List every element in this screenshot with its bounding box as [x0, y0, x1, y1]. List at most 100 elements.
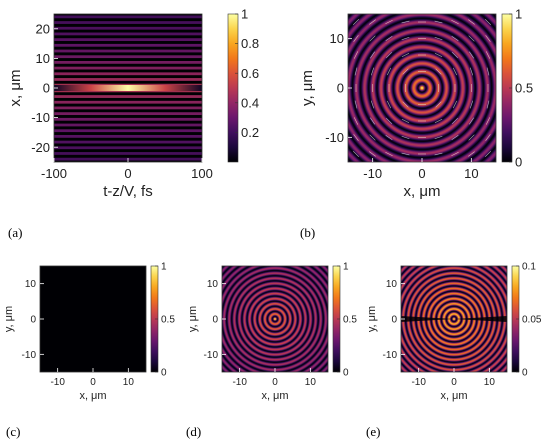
y-tick-label: 10 — [330, 31, 344, 46]
field-arrow — [469, 51, 474, 59]
field-arrow — [369, 35, 376, 42]
x-axis-label: x, μm — [79, 390, 106, 402]
field-arrow — [401, 135, 410, 140]
field-arrow — [401, 118, 410, 124]
y-axis-label: x, μm — [7, 70, 24, 107]
field-arrow — [468, 151, 475, 157]
colorbar-tick-label: 0.1 — [522, 262, 536, 273]
x-tick-label: 0 — [272, 377, 278, 388]
y-tick-label: 0 — [391, 315, 397, 326]
field-arrow — [451, 36, 459, 41]
field-arrow — [434, 152, 443, 156]
field-arrow — [385, 135, 393, 140]
fringe-band — [54, 26, 202, 30]
y-axis-label: y, μm — [187, 306, 199, 332]
field-arrow — [451, 19, 459, 25]
field-arrow — [485, 117, 491, 125]
dark-node-right — [454, 316, 507, 322]
fringe-band — [54, 49, 202, 53]
field-arrow — [385, 117, 393, 125]
x-tick-label: -10 — [50, 377, 65, 388]
colorbar-tick-label: 0.2 — [241, 125, 259, 140]
field-arrow — [434, 20, 443, 24]
colorbar-tick-label: 0 — [343, 368, 349, 379]
colorbar-tick-label: 0 — [161, 368, 167, 379]
fringe-band — [54, 146, 202, 150]
field-arrow — [451, 151, 459, 157]
y-tick-label: 0 — [30, 315, 36, 326]
x-tick-label: -10 — [232, 377, 247, 388]
fringe-band — [54, 32, 202, 36]
field-arrow — [452, 67, 458, 76]
colorbar: 00.51 — [332, 262, 357, 379]
field-arrow — [402, 101, 409, 108]
y-tick-label: -10 — [325, 130, 344, 145]
field-arrow — [434, 52, 443, 58]
fringe-band — [54, 134, 202, 138]
field-arrow — [370, 51, 375, 59]
y-tick-label: -10 — [204, 350, 219, 361]
colorbar-tick-label: 1 — [161, 262, 167, 273]
field-arrow — [468, 19, 475, 25]
y-axis-label: y, μm — [366, 306, 378, 332]
field-arrow — [435, 68, 442, 75]
panel-label: (c) — [6, 424, 20, 439]
field-arrow — [401, 52, 410, 58]
field-arrow — [451, 117, 459, 125]
x-tick-label: 0 — [124, 166, 131, 181]
fringe-band — [54, 66, 202, 70]
field-arrow — [469, 117, 474, 125]
x-tick-label: 10 — [305, 377, 317, 388]
dark-node-left — [401, 316, 454, 322]
field-arrow — [484, 18, 492, 26]
y-tick-label: -10 — [31, 110, 50, 125]
fringe-band — [54, 55, 202, 59]
field-arrow — [485, 35, 491, 42]
colorbar-tick-label: 0.6 — [241, 66, 259, 81]
field-arrow — [354, 100, 358, 109]
field-arrow — [385, 36, 393, 41]
x-axis-label: x, μm — [440, 390, 467, 402]
field-arrow — [486, 67, 490, 76]
field-arrow — [385, 19, 393, 25]
colorbar-tick-label: 0.5 — [161, 315, 175, 326]
colorbar: 0 0.05 0.1 — [511, 262, 542, 379]
heatmap-background — [40, 266, 146, 372]
fringe-band — [54, 129, 202, 133]
fringe-band — [54, 117, 202, 121]
colorbar-tick-label: 0 — [515, 155, 522, 170]
field-arrow — [451, 135, 459, 140]
x-tick-label: 0 — [90, 377, 96, 388]
fringe-band — [54, 43, 202, 47]
y-tick-label: 10 — [207, 279, 219, 290]
x-tick-label: 100 — [191, 166, 213, 181]
field-arrow — [402, 68, 409, 75]
y-tick-label: 0 — [212, 315, 218, 326]
fringe-band — [54, 123, 202, 127]
y-tick-label: -10 — [22, 350, 37, 361]
y-tick-label: -10 — [383, 350, 398, 361]
colorbar-tick-label: 0.4 — [241, 95, 259, 110]
field-arrow — [434, 118, 443, 124]
y-tick-label: -20 — [31, 140, 50, 155]
field-arrow — [468, 134, 475, 141]
field-arrow — [386, 67, 392, 76]
field-arrow — [451, 51, 459, 59]
field-arrow — [401, 20, 410, 24]
field-arrow — [469, 100, 474, 109]
field-arrow — [370, 67, 375, 76]
field-arrow — [369, 19, 376, 25]
field-arrow — [353, 117, 359, 125]
colorbar-tick-label: 0.8 — [241, 36, 259, 51]
field-arrow — [353, 134, 359, 141]
panel-label: (e) — [366, 424, 380, 439]
colorbar-tick-label: 0.5 — [343, 315, 357, 326]
fringe-band — [54, 78, 202, 81]
fringe-band — [54, 21, 202, 24]
fringe-band — [54, 72, 202, 76]
x-tick-label: 10 — [123, 377, 135, 388]
field-arrow — [385, 151, 393, 157]
panel-e: -10 0 10 -10 0 10 x, μm y, μm 0 0.05 0.1 (e) — [366, 262, 542, 440]
